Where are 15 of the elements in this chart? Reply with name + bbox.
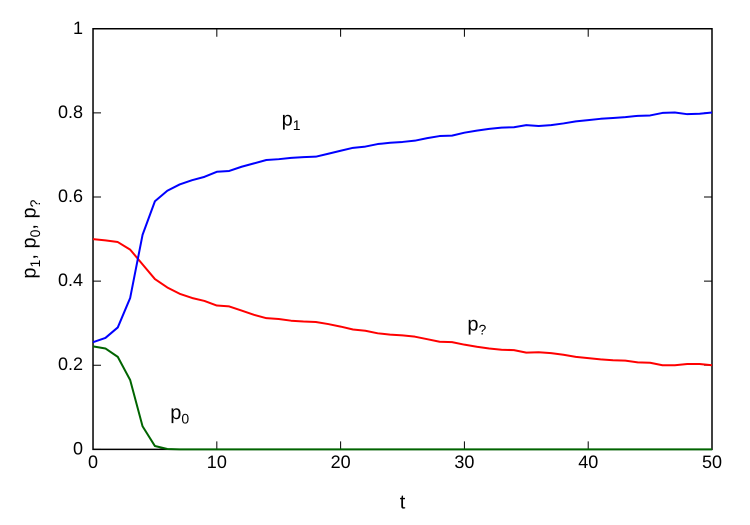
y-tick-label: 0.4 — [58, 270, 84, 290]
x-tick-label: 50 — [702, 452, 722, 472]
x-tick-label: 0 — [88, 452, 98, 472]
y-tick-label: 0.8 — [58, 102, 84, 122]
x-axis-title: t — [400, 492, 406, 514]
y-tick-label: 0.6 — [58, 186, 84, 206]
y-tick-label: 0.2 — [58, 354, 84, 374]
y-tick-label: 1 — [73, 18, 84, 38]
series-label: p? — [467, 313, 486, 338]
x-tick-label: 30 — [454, 452, 474, 472]
x-tick-label: 20 — [330, 452, 351, 472]
y-tick-label: 0 — [73, 438, 84, 458]
y-axis-title: p1, p0, p? — [18, 199, 43, 279]
x-tick-label: 10 — [206, 452, 227, 472]
x-tick-label: 40 — [578, 452, 598, 472]
